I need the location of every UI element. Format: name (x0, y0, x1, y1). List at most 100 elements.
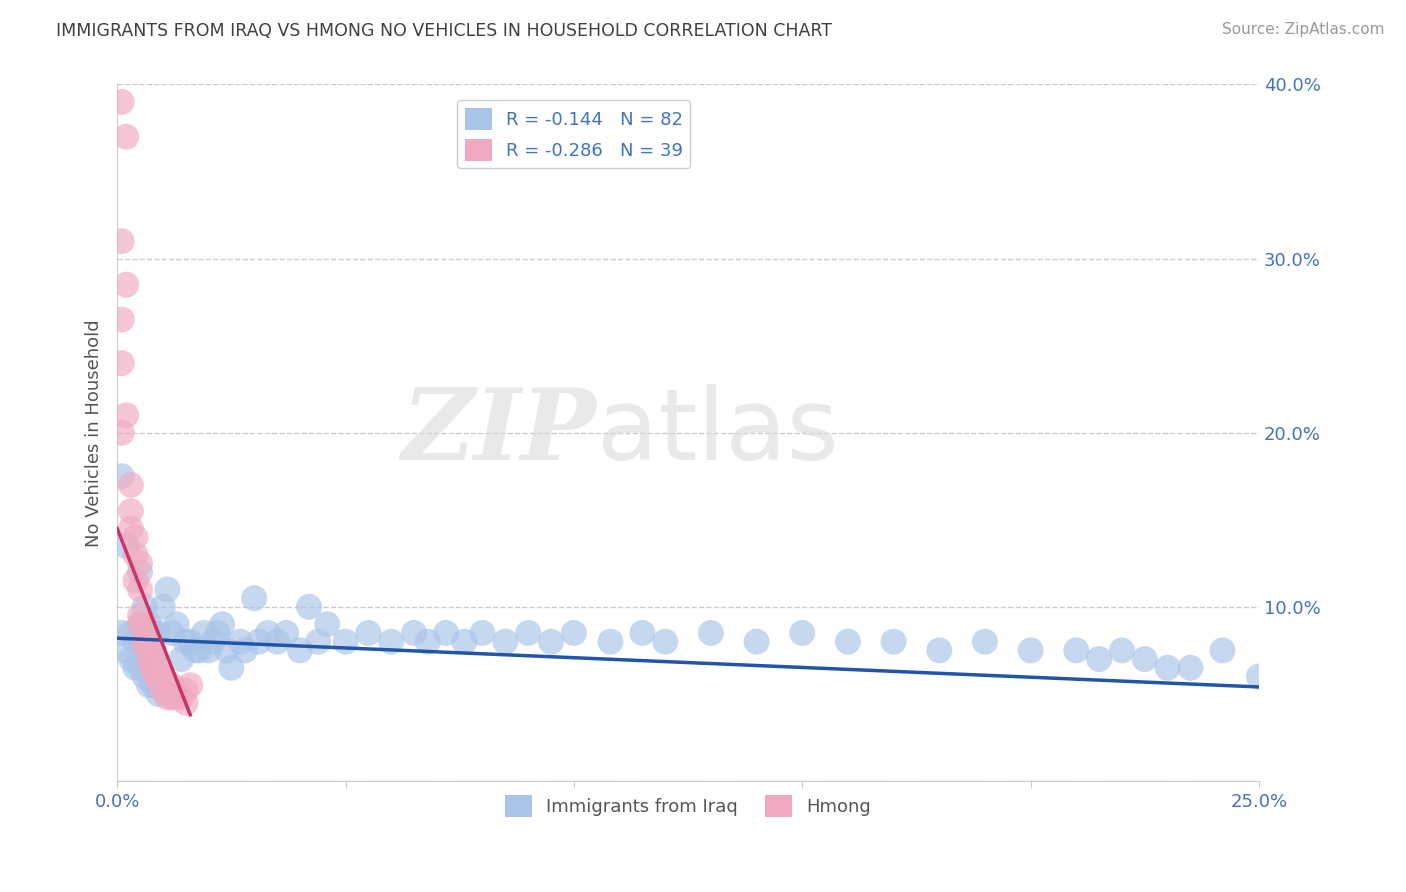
Point (166, 690, 188, 705)
Point (134, 617, 156, 632)
Text: IMMIGRANTS FROM IRAQ VS HMONG NO VEHICLES IN HOUSEHOLD CORRELATION CHART: IMMIGRANTS FROM IRAQ VS HMONG NO VEHICLE… (56, 22, 832, 40)
Y-axis label: No Vehicles in Household: No Vehicles in Household (86, 319, 103, 547)
Point (599, 634, 621, 648)
Point (124, 548, 146, 562)
Point (202, 634, 225, 648)
Point (233, 643, 256, 657)
Point (142, 678, 165, 692)
Point (124, 530, 146, 544)
Point (111, 356, 134, 370)
Point (453, 634, 475, 648)
Point (129, 557, 152, 571)
Point (115, 277, 138, 292)
Point (229, 634, 252, 648)
Point (307, 634, 329, 648)
Point (156, 690, 179, 705)
Point (1088, 652, 1111, 666)
Point (142, 643, 165, 657)
Point (120, 478, 142, 492)
Point (928, 643, 950, 657)
Point (837, 634, 859, 648)
Point (148, 673, 170, 687)
Point (134, 631, 156, 645)
Point (129, 565, 152, 579)
Point (243, 591, 266, 606)
Point (124, 574, 146, 588)
Point (120, 504, 142, 518)
Point (1180, 661, 1202, 675)
Point (138, 656, 160, 670)
Point (1247, 669, 1270, 683)
Point (120, 626, 142, 640)
Point (134, 638, 156, 652)
Point (160, 678, 183, 692)
Point (402, 626, 425, 640)
Point (156, 678, 179, 692)
Point (142, 656, 165, 670)
Text: atlas: atlas (596, 384, 838, 481)
Legend: Immigrants from Iraq, Hmong: Immigrants from Iraq, Hmong (498, 788, 879, 824)
Point (142, 666, 165, 681)
Point (152, 669, 174, 683)
Point (174, 696, 197, 710)
Point (111, 95, 134, 109)
Point (247, 634, 270, 648)
Point (188, 643, 211, 657)
Point (152, 683, 174, 698)
Point (471, 626, 494, 640)
Point (160, 626, 183, 640)
Point (434, 626, 457, 640)
Point (138, 678, 160, 692)
Point (357, 626, 380, 640)
Point (276, 626, 298, 640)
Point (111, 626, 134, 640)
Point (540, 634, 562, 648)
Point (152, 599, 174, 614)
Point (160, 690, 183, 705)
Point (124, 634, 146, 648)
Point (211, 617, 233, 632)
Point (142, 626, 165, 640)
Point (115, 409, 138, 423)
Point (745, 634, 768, 648)
Point (170, 690, 193, 705)
Point (138, 617, 160, 632)
Point (170, 652, 193, 666)
Point (134, 669, 156, 683)
Point (129, 608, 152, 623)
Point (215, 643, 238, 657)
Point (174, 634, 197, 648)
Point (148, 661, 170, 675)
Point (792, 626, 814, 640)
Point (1019, 643, 1042, 657)
Point (517, 626, 540, 640)
Point (138, 643, 160, 657)
Point (494, 634, 516, 648)
Point (197, 643, 219, 657)
Point (700, 626, 723, 640)
Point (654, 634, 676, 648)
Point (179, 634, 201, 648)
Point (207, 626, 229, 640)
Point (221, 661, 243, 675)
Point (134, 599, 156, 614)
Point (148, 666, 170, 681)
Point (111, 312, 134, 326)
Point (179, 678, 201, 692)
Point (111, 425, 134, 440)
Point (1156, 661, 1178, 675)
Point (129, 617, 152, 632)
Point (129, 617, 152, 632)
Point (380, 634, 402, 648)
Point (138, 643, 160, 657)
Point (115, 643, 138, 657)
Point (124, 661, 146, 675)
Point (120, 652, 142, 666)
Point (1211, 643, 1233, 657)
Point (111, 469, 134, 483)
Point (1064, 643, 1087, 657)
Point (416, 634, 439, 648)
Point (288, 643, 311, 657)
Point (316, 617, 339, 632)
Point (1111, 643, 1133, 657)
